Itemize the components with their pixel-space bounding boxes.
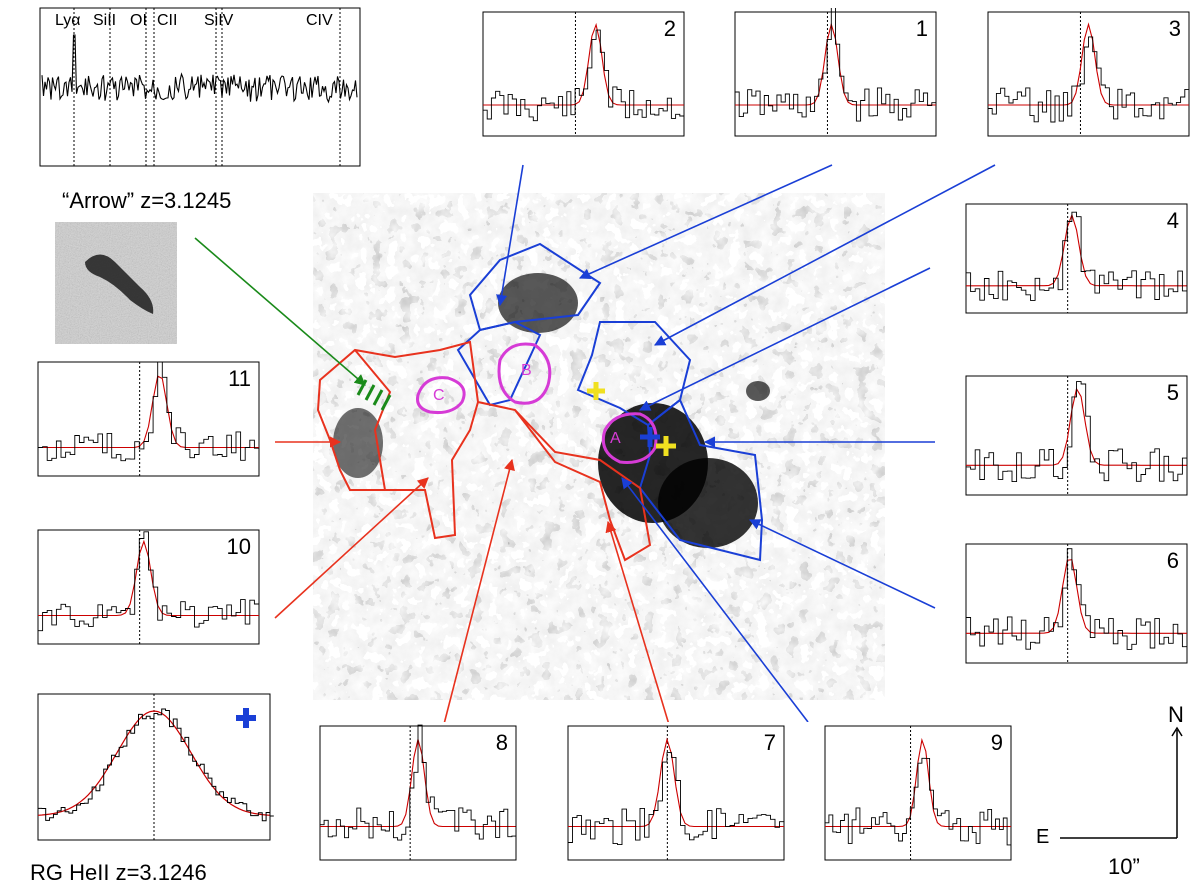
region-spectrum-plot-11 (37, 361, 260, 477)
region-number-8: 8 (495, 730, 508, 755)
blue-region-contour (576, 321, 692, 427)
data-line (320, 724, 517, 841)
region-spectrum-panel-7: 7 (540, 722, 790, 882)
region-number-11: 11 (228, 366, 251, 391)
region-spectrum-plot-6 (965, 543, 1188, 664)
full-spectrum-plot (39, 7, 361, 167)
magenta-region-a-contour (601, 412, 658, 464)
arrow-from-panel-8 (442, 458, 515, 729)
rg-heii-label: RG HeII z=3.1246 (30, 860, 207, 885)
magenta-label-a: A (610, 430, 621, 447)
arrow-from-panel-9 (621, 477, 809, 723)
central-image (313, 193, 885, 700)
fit-line (966, 213, 1187, 287)
data-line (966, 548, 1188, 650)
yellow-cross-marker (656, 436, 676, 456)
data-line (825, 757, 1012, 846)
region-number-4: 4 (1166, 208, 1179, 233)
fit-line (568, 737, 784, 828)
region-spectrum-plot-8 (319, 724, 517, 861)
blue-region-contour (468, 242, 602, 332)
line-label-siiv: SiIV (204, 12, 234, 29)
arrow-galaxy-label: “Arrow” z=3.1245 (62, 188, 232, 213)
data-line (38, 361, 260, 462)
yellow-cross-marker (587, 382, 605, 400)
compass-north-label: N (1168, 702, 1184, 727)
arrow-from-panel-3 (654, 164, 996, 346)
data-line (966, 211, 1188, 301)
region-number-1: 1 (915, 16, 928, 41)
region-spectrum-plot-5 (965, 375, 1188, 496)
region-spectrum-panel-1: 1 (707, 8, 942, 158)
line-label-cii: CII (157, 12, 178, 29)
data-line (735, 8, 937, 122)
red-region-contour (316, 340, 652, 562)
region-number-6: 6 (1166, 548, 1179, 573)
data-line (988, 36, 1190, 123)
region-spectrum-plot-3 (987, 11, 1190, 137)
arrow-from-panel-4 (638, 267, 931, 411)
arrow-galaxy-image (55, 222, 177, 344)
region-number-3: 3 (1168, 16, 1181, 41)
region-spectrum-panel-11: 11 (10, 358, 265, 498)
arrow-from-panel-10 (274, 477, 429, 619)
line-label-lya: Lyα (55, 12, 81, 29)
rg-heii-panel (2, 688, 274, 856)
magenta-region-b-contour (497, 342, 552, 405)
data-line (38, 531, 260, 632)
region-spectrum-panel-2: 2 (455, 8, 690, 158)
arrow-from-arrow-galaxy (194, 237, 366, 386)
compass-scale-label: 10” (1108, 854, 1140, 879)
magenta-region-c-contour (416, 376, 466, 414)
region-spectrum-plot-10 (37, 529, 260, 645)
data-line (568, 752, 785, 846)
magenta-label-b: B (521, 362, 532, 379)
compass-east-label: E (1036, 826, 1050, 848)
full-spectrum-line (41, 34, 358, 104)
rg-heii-plot (37, 693, 274, 841)
region-spectrum-panel-3: 3 (960, 8, 1195, 158)
data-line (483, 29, 685, 122)
region-number-10: 10 (226, 534, 251, 559)
region-spectrum-plot-2 (482, 11, 685, 137)
blue-cross-icon (236, 708, 256, 728)
arrow-from-panel-7 (605, 520, 671, 729)
region-spectrum-plot-7 (567, 725, 785, 861)
region-number-2: 2 (663, 16, 676, 41)
line-label-oi: OI (130, 12, 147, 29)
fit-line (966, 387, 1187, 466)
magenta-label-c: C (433, 387, 445, 404)
region-number-5: 5 (1166, 380, 1179, 405)
green-hatch-region (356, 379, 392, 411)
line-label-siii: SiII (93, 12, 117, 29)
blue-cross-marker (640, 427, 660, 447)
region-number-9: 9 (990, 730, 1003, 755)
region-spectrum-panel-8: 8 (292, 722, 522, 882)
red-region-inner (354, 349, 392, 491)
region-spectrum-plot-4 (965, 203, 1188, 314)
arrow-galaxy-thumbnail (55, 222, 177, 344)
region-spectrum-plot-1 (734, 8, 937, 137)
central-image-canvas (313, 193, 885, 700)
region-spectrum-plot-9 (824, 725, 1012, 861)
full-spectrum-panel: Lyα SiII OI CII SiIV CIV (0, 0, 365, 175)
region-number-7: 7 (763, 730, 776, 755)
blue-region-contour (638, 398, 764, 562)
data-line (966, 381, 1188, 483)
region-spectrum-panel-6: 6 (938, 540, 1193, 685)
region-spectrum-panel-4: 4 (938, 200, 1193, 335)
rg-heii-data-line (38, 708, 274, 822)
region-spectrum-panel-9: 9 (797, 722, 1017, 882)
line-label-civ: CIV (306, 12, 333, 29)
region-spectrum-panel-10: 10 (10, 526, 265, 666)
arrow-from-panel-6 (748, 519, 936, 609)
arrow-from-panel-2 (496, 164, 524, 307)
region-spectrum-panel-5: 5 (938, 372, 1193, 517)
arrow-from-panel-1 (578, 164, 833, 279)
